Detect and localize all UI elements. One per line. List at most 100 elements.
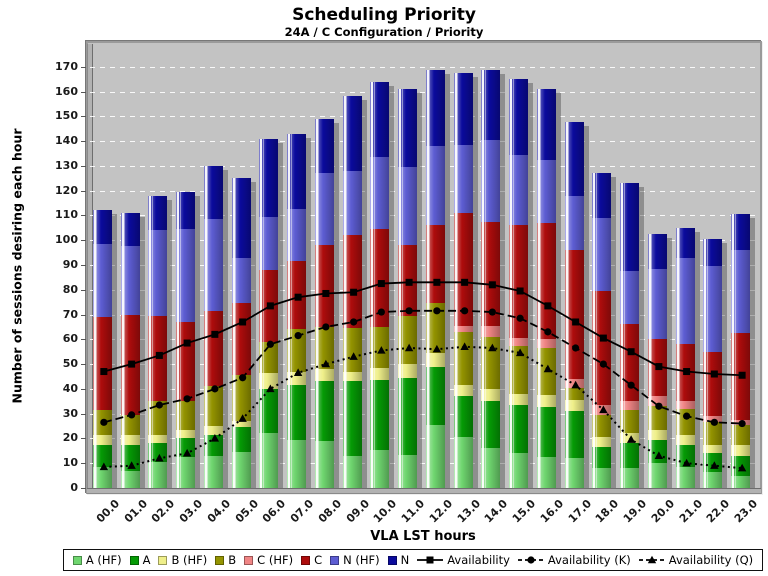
bar-highlight: [482, 70, 485, 488]
x-tick-label: 12.0: [426, 497, 456, 526]
bar-segment: [675, 227, 695, 258]
bar-highlight: [93, 210, 96, 488]
y-tick-label: 20: [62, 431, 78, 445]
y-tick-mark: [81, 388, 86, 390]
x-tick-label: 06.0: [260, 497, 289, 526]
bar-segment: [536, 159, 556, 223]
bar-segment: [647, 234, 667, 269]
y-tick-mark: [81, 264, 86, 266]
bar-segment: [620, 183, 640, 272]
x-axis-title: VLA LST hours: [370, 529, 476, 544]
bar-highlight: [429, 70, 431, 488]
legend-item: A (HF): [72, 553, 122, 567]
x-tick-label: 22.0: [704, 497, 733, 526]
x-tick-label: 01.0: [121, 497, 150, 526]
bar-highlight: [651, 234, 653, 488]
x-axis-line: [87, 488, 761, 494]
gridline: [90, 215, 756, 217]
y-tick-mark: [81, 339, 86, 341]
x-tick-label: 05.0: [232, 497, 261, 526]
gridline: [90, 116, 756, 118]
legend-item-label: Availability: [447, 553, 510, 567]
bar-segment: [536, 89, 556, 160]
y-tick-mark: [81, 413, 86, 415]
x-tick-label: 09.0: [343, 497, 372, 526]
bar-segment: [203, 165, 223, 220]
y-tick-label: 130: [55, 158, 78, 172]
y-tick-label: 150: [55, 109, 78, 123]
legend-item-label: N: [400, 553, 410, 567]
bar-highlight: [401, 89, 403, 488]
bar-segment: [314, 173, 334, 246]
legend-item-label: N (HF): [343, 553, 380, 567]
bar-segment: [675, 466, 695, 488]
bar-highlight: [595, 173, 597, 488]
bar-segment: [647, 463, 667, 488]
legend-item-label: B (HF): [171, 553, 208, 567]
legend-item-label: A (HF): [85, 553, 122, 567]
gridline: [90, 240, 756, 242]
legend-item-label: C: [314, 553, 323, 567]
plot-area: [90, 44, 756, 488]
legend-item: Availability (K): [517, 553, 631, 567]
bar-segment: [509, 79, 529, 155]
bar-segment: [120, 212, 140, 247]
bar-segment: [176, 191, 196, 230]
bar-segment: [453, 72, 473, 145]
bar-segment: [592, 173, 612, 218]
legend-item: A: [129, 553, 150, 567]
legend-item-label: C (HF): [257, 553, 294, 567]
bar-segment: [342, 96, 362, 171]
gridline: [90, 264, 756, 266]
y-tick-mark: [81, 141, 86, 143]
bar-highlight: [318, 118, 320, 488]
y-tick-mark: [81, 314, 86, 316]
y-tick-mark: [81, 165, 86, 167]
bar-segment: [509, 154, 529, 226]
x-tick-label: 10.0: [371, 497, 400, 526]
legend-item: N: [387, 553, 410, 567]
y-tick-mark: [81, 488, 86, 489]
gridline: [90, 91, 756, 93]
y-tick-mark: [81, 66, 86, 68]
bar-segment: [92, 210, 112, 244]
x-tick-label: 02.0: [149, 497, 178, 526]
bar-highlight: [623, 183, 625, 488]
chart-title: Scheduling Priority: [292, 5, 476, 25]
bar-highlight: [207, 165, 209, 488]
bar-segment: [564, 195, 584, 251]
legend-item: B (HF): [158, 553, 207, 567]
y-tick-label: 140: [55, 134, 78, 148]
y-tick-label: 60: [62, 332, 78, 346]
x-tick-label: 04.0: [204, 497, 234, 526]
y-tick-label: 160: [55, 84, 78, 98]
bar-highlight: [568, 122, 570, 488]
y-tick-mark: [81, 240, 86, 242]
legend-item: C: [301, 553, 322, 567]
x-tick-label: 14.0: [482, 497, 511, 526]
bar-highlight: [540, 89, 542, 488]
bar-segment: [425, 146, 445, 226]
bar-highlight: [96, 210, 98, 488]
y-tick-label: 50: [62, 357, 78, 371]
bar-segment: [731, 214, 751, 251]
bar-segment: [287, 209, 307, 262]
bar-highlight: [679, 227, 681, 488]
bar-segment: [592, 217, 612, 291]
legend-swatch: [330, 555, 340, 565]
x-tick-label: 13.0: [454, 497, 483, 526]
x-tick-label: 16.0: [537, 497, 567, 526]
y-tick-mark: [81, 215, 86, 217]
circle-marker-glyph: [517, 556, 544, 564]
legend-swatch: [129, 555, 139, 565]
bar-segment: [398, 167, 418, 246]
legend: A (HF) A B (HF) B C (HF) C N (HF) N Availability…: [63, 549, 763, 571]
legend-item-label: B: [228, 553, 237, 567]
y-tick-mark: [81, 91, 86, 93]
bar-highlight: [512, 79, 514, 488]
y-tick-label: 90: [62, 257, 78, 271]
gridline: [90, 66, 756, 68]
bar-segment: [370, 157, 390, 230]
bar-segment: [703, 238, 723, 267]
